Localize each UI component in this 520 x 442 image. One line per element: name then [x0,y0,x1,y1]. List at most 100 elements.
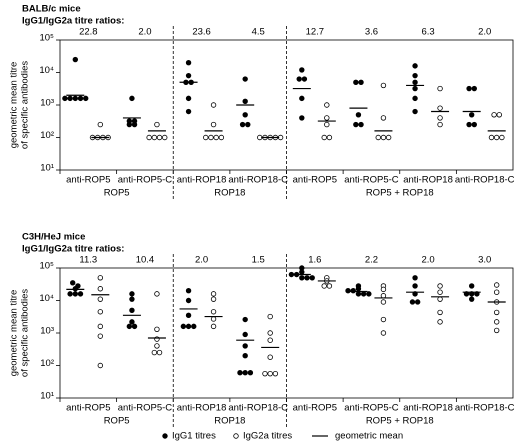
y-tick-label: 10³ [40,98,54,109]
y-tick-label: 10¹ [40,163,54,174]
titre-dot [162,134,168,141]
titre-dot [129,307,135,313]
x-tick-label: anti-ROP5 [66,403,110,414]
group-label: ROP5 [104,188,130,199]
titre-dot [208,134,214,141]
titre-dot [267,330,273,336]
titre-dot [466,121,472,128]
ratio-label: 2.0 [138,27,151,38]
titre-dot [126,121,133,128]
y-axis-label: of specific antibodies [20,61,31,149]
titre-dot [72,56,79,63]
ratio-label: 2.0 [478,27,491,38]
x-tick-label: anti-ROP18 [403,403,453,414]
titre-dot [437,115,443,121]
titre-dot [242,316,248,323]
legend-label: IgG2a titres [243,431,292,442]
titre-dot [146,134,152,141]
titre-dot [324,121,330,128]
titre-dot [242,343,248,349]
titre-dot [267,313,273,320]
x-tick-label: anti-ROP5 [293,175,337,186]
titre-dot [358,121,364,128]
titre-dot [491,112,497,118]
titre-dot [185,297,192,304]
titre-dot [129,95,135,102]
titre-dot [242,353,248,359]
titre-dot [380,316,387,323]
titre-dot [326,134,333,141]
group-label: ROP18 [214,416,245,427]
ratio-label: 4.5 [252,27,265,38]
y-tick-label: 10² [40,130,54,141]
ratio-title: IgG1/IgG2a titre ratios: [22,16,124,27]
titre-dot [321,134,327,141]
group-label: ROP5 [104,416,130,427]
titre-dot [242,331,248,338]
titre-dot [437,309,443,316]
y-axis-label: of specific antibodies [20,289,31,377]
titre-dot [360,291,367,297]
titre-dot [67,291,73,297]
titre-dot [72,95,79,102]
titre-dot [493,319,500,325]
titre-dot [471,121,477,128]
titre-dot [412,85,418,92]
titre-dot [185,312,192,319]
group-label: ROP18 [214,188,245,199]
titre-dot [412,283,418,289]
titre-dot [210,316,217,322]
titre-dot [97,333,104,339]
titre-dot [468,283,475,289]
titre-dot [77,291,84,297]
ratio-label: 23.6 [192,27,211,38]
x-tick-label: anti-ROP5 [293,403,337,414]
x-tick-label: anti-ROP18-C [228,403,288,414]
titre-dot [72,291,79,297]
titre-dot [299,275,305,281]
titre-dot [210,296,217,302]
titre-dot [409,299,416,305]
group-label: ROP5 + ROP18 [366,416,434,427]
y-tick-label: 10⁴ [39,293,54,304]
titre-dot [437,296,443,302]
titre-dot [304,275,310,281]
titre-dot [437,289,443,295]
titre-dot [131,323,138,330]
x-tick-label: anti-ROP18 [177,403,227,414]
titre-dot [151,134,158,141]
titre-dot [380,286,387,293]
titre-dot [245,121,251,128]
ratio-label: 11.3 [79,255,97,266]
titre-dot [412,72,418,79]
ratio-label: 6.3 [421,27,434,38]
titre-dot [97,362,104,369]
ratio-label: 22.8 [79,27,98,38]
titre-dot [97,286,104,292]
titre-dot [496,112,502,118]
titre-dot [185,323,192,330]
ratio-label: 3.0 [478,255,491,266]
titre-dot [129,296,135,302]
titre-dot [242,76,248,82]
x-tick-label: anti-ROP18-C [455,175,515,186]
ratio-label: 10.4 [136,255,155,266]
titre-dot [180,323,187,330]
titre-dot [380,134,387,141]
titre-dot [267,337,273,343]
x-tick-label: anti-ROP5 [66,175,110,186]
titre-dot [355,291,362,297]
titre-dot [210,323,217,330]
titre-dot [154,343,160,349]
titre-dot [97,323,104,330]
titre-dot [299,269,305,275]
titre-dot [210,102,217,108]
titre-dot [185,60,192,66]
titre-dot [154,326,160,332]
titre-dot [358,79,364,85]
titre-dot [301,76,308,82]
ratio-label: 1.6 [308,255,321,266]
titre-dot [412,108,418,115]
x-tick-label: anti-ROP5-C [344,175,399,186]
